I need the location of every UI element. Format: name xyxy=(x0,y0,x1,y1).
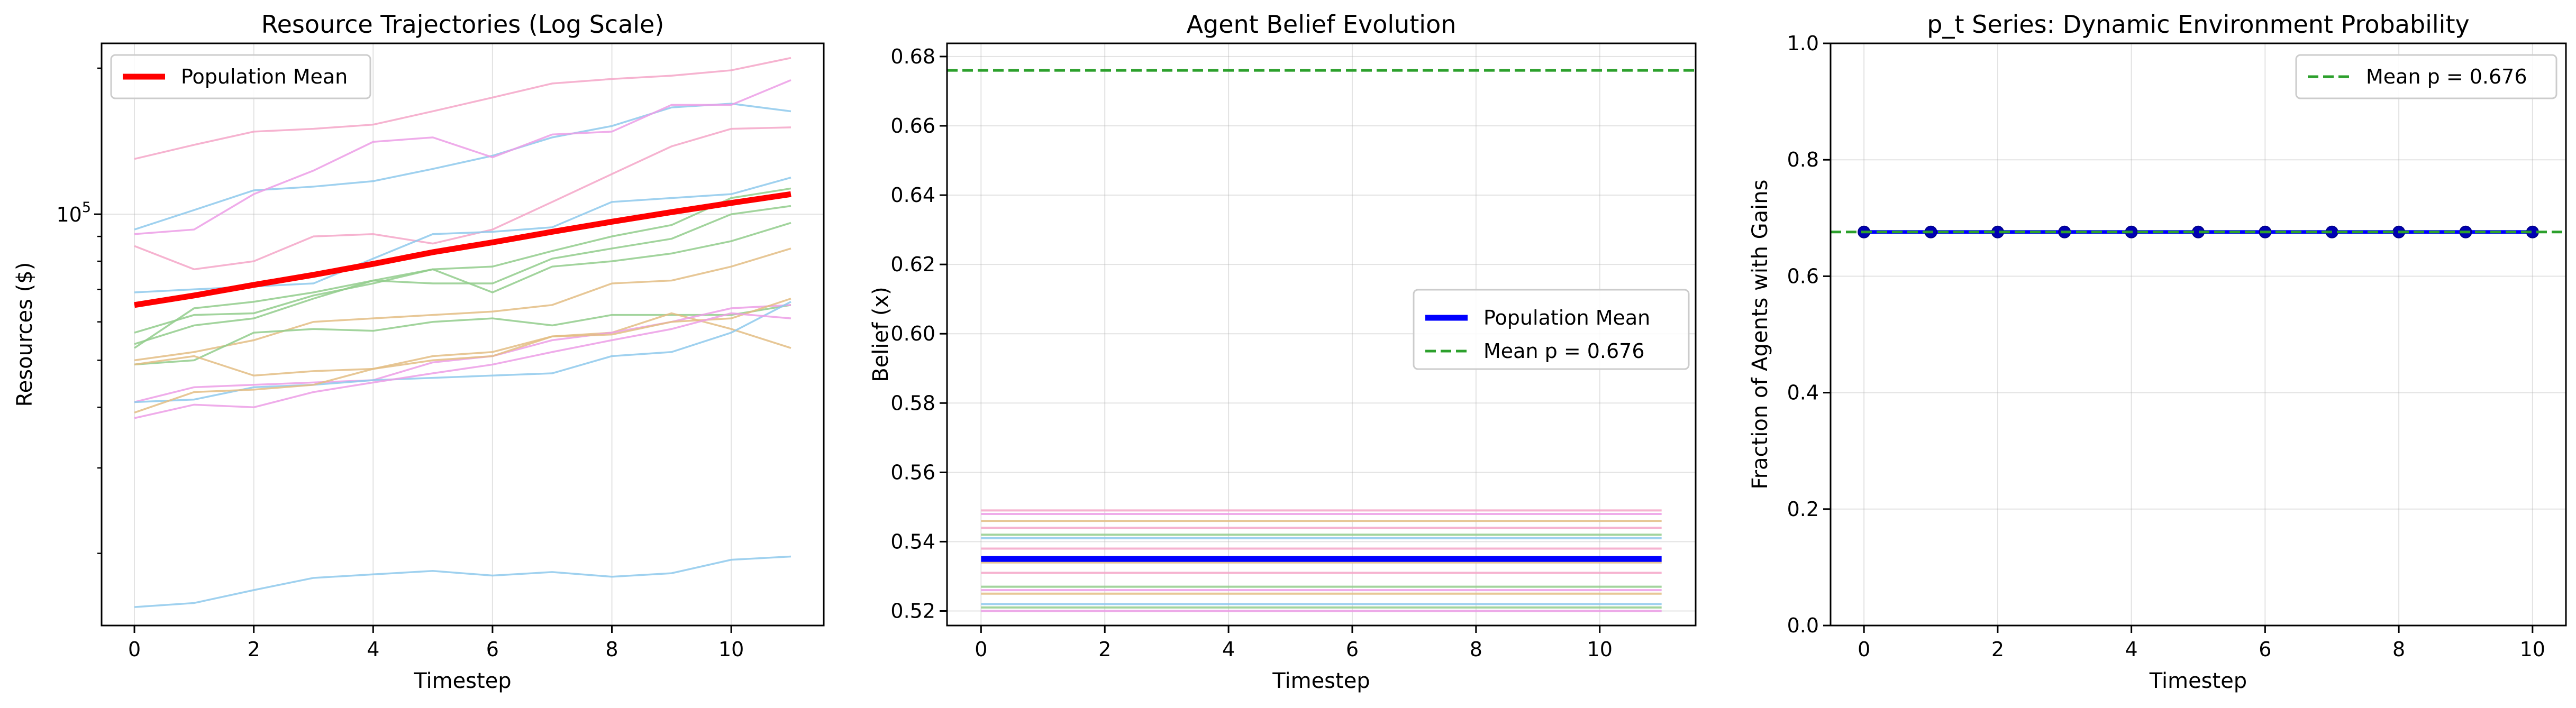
agent-trajectory-4 xyxy=(134,126,791,271)
y-tick-label: 0.6 xyxy=(1787,264,1819,288)
agent-trajectory-11 xyxy=(134,312,791,377)
y-tick-label: 0.0 xyxy=(1787,614,1819,637)
plot-area xyxy=(102,43,824,626)
x-tick-label: 8 xyxy=(605,638,618,661)
y-tick-label: 0.60 xyxy=(890,322,935,345)
legend-label-population-mean: Population Mean xyxy=(181,65,348,88)
y-tick-label: 0.68 xyxy=(890,45,935,68)
agent-trajectory-14 xyxy=(134,298,791,414)
chart-title: Resource Trajectories (Log Scale) xyxy=(261,10,665,39)
x-tick-label: 2 xyxy=(248,638,260,661)
y-tick-label: 0.64 xyxy=(890,183,935,207)
x-tick-label: 0 xyxy=(1858,638,1870,661)
agent-trajectory-6 xyxy=(134,187,791,334)
x-tick-label: 6 xyxy=(486,638,499,661)
plot-area xyxy=(1831,43,2566,626)
y-tick-label: 0.66 xyxy=(890,114,935,137)
x-tick-label: 10 xyxy=(2520,638,2545,661)
chart-2: 0 2 4 6 8 10 0.52 0.54 0.56 0.58 0.60 0.62 0.64 0.66 0… xyxy=(869,10,1697,693)
x-axis-label: Timestep xyxy=(1272,669,1370,693)
axes-frame xyxy=(101,42,825,627)
y-axis-label: Belief (x) xyxy=(869,287,893,382)
legend-box xyxy=(1413,289,1690,370)
x-axis-label: Timestep xyxy=(2149,669,2247,693)
chart-title: p_t Series: Dynamic Environment Probabil… xyxy=(1927,10,2469,39)
agent-trajectory-3 xyxy=(134,79,791,235)
agent-trajectory-7 xyxy=(134,205,791,345)
y-axis-label: Fraction of Agents with Gains xyxy=(1748,180,1772,490)
x-tick-label: 0 xyxy=(128,638,141,661)
y-tick-label: 0.62 xyxy=(890,253,935,276)
agent-trajectory-8 xyxy=(134,222,791,349)
x-tick-label: 6 xyxy=(2259,638,2271,661)
agent-trajectory-15 xyxy=(134,312,791,419)
y-tick-label: 0.8 xyxy=(1787,148,1819,171)
legend: Mean p = 0.676 xyxy=(2295,54,2557,99)
agent-trajectory-12 xyxy=(134,304,791,403)
x-tick-label: 2 xyxy=(1991,638,2004,661)
agent-trajectory-16 xyxy=(134,555,791,608)
y-tick-label: 0.56 xyxy=(890,461,935,484)
x-tick-label: 8 xyxy=(2392,638,2405,661)
x-tick-label: 6 xyxy=(1346,638,1359,661)
legend-box xyxy=(110,54,371,99)
y-axis-label: Resources ($) xyxy=(13,262,37,407)
chart-1: 0 2 4 6 8 10 Resource Trajectories (Log Scale)… xyxy=(13,10,825,693)
x-tick-label: 4 xyxy=(1222,638,1235,661)
x-axis-label: Timestep xyxy=(413,669,511,693)
axes-frame xyxy=(946,42,1697,627)
axes-frame xyxy=(1829,42,2567,627)
x-tick-label: 4 xyxy=(367,638,379,661)
x-tick-label: 4 xyxy=(2125,638,2138,661)
y-tick-label: 0.58 xyxy=(890,391,935,415)
y-tick-label: 0.2 xyxy=(1787,498,1819,521)
x-tick-label: 8 xyxy=(1470,638,1482,661)
x-tick-label: 2 xyxy=(1098,638,1111,661)
agent-trajectory-2 xyxy=(134,103,791,231)
x-tick-label: 0 xyxy=(975,638,987,661)
legend-label-population-mean: Population Mean xyxy=(1483,306,1650,329)
plot-area xyxy=(947,43,1696,626)
y-tick-label: 0.4 xyxy=(1787,381,1819,404)
legend-label-mean-p: Mean p = 0.676 xyxy=(1483,339,1645,363)
agent-trajectory-9 xyxy=(134,247,791,362)
x-tick-label: 10 xyxy=(1587,638,1613,661)
population-mean-line xyxy=(134,191,791,308)
chart-title: Agent Belief Evolution xyxy=(1187,10,1457,39)
legend-label-mean-p: Mean p = 0.676 xyxy=(2366,65,2527,88)
legend: Population Mean Mean p = 0.676 xyxy=(1413,289,1690,370)
y-tick-label: 0.54 xyxy=(890,530,935,553)
chart-3: 0 2 4 6 8 10 0.0 0.2 0.4 0.6 0.8 1.0 p_t Series: Dyn… xyxy=(1748,10,2567,693)
y-tick-label: 1.0 xyxy=(1787,32,1819,55)
y-tick-label: 0.52 xyxy=(890,599,935,622)
legend-box xyxy=(2295,54,2557,99)
y-tick-label: 105 xyxy=(56,199,91,226)
legend: Population Mean xyxy=(110,54,371,99)
x-tick-label: 10 xyxy=(718,638,744,661)
agent-trajectory-1 xyxy=(134,57,791,160)
